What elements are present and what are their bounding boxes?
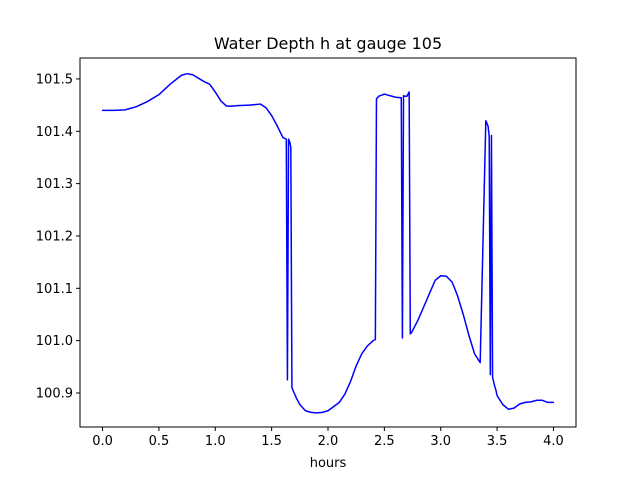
series-line-1 xyxy=(101,72,555,414)
y-tick-label: 101.3 xyxy=(36,177,73,192)
y-tick-label: 101.1 xyxy=(36,282,73,297)
x-axis: 0.0 0.5 1.0 1.5 2.0 2.5 3.0 3.5 4.0 xyxy=(92,427,564,449)
y-tick-label: 101.2 xyxy=(36,229,73,244)
x-tick-label: 0.5 xyxy=(149,434,170,449)
y-tick-label: 100.9 xyxy=(36,386,73,401)
x-tick-label: 1.5 xyxy=(261,434,282,449)
x-tick-label: 3.5 xyxy=(487,434,508,449)
y-tick-label: 101.0 xyxy=(36,334,73,349)
x-tick-label: 3.0 xyxy=(430,434,451,449)
x-tick-label: 1.0 xyxy=(205,434,226,449)
x-axis-label: hours xyxy=(310,456,347,471)
chart-title: Water Depth h at gauge 105 xyxy=(214,34,442,53)
x-tick-label: 0.0 xyxy=(92,434,113,449)
x-tick-label: 2.5 xyxy=(374,434,395,449)
plot-area xyxy=(79,57,577,428)
y-axis: 100.9 101.0 101.1 101.2 101.3 101.4 101.5 xyxy=(36,72,80,401)
y-tick-label: 101.4 xyxy=(36,125,73,140)
plot-frame xyxy=(79,57,577,428)
y-tick-label: 101.5 xyxy=(36,72,73,87)
x-tick-label: 2.0 xyxy=(318,434,339,449)
x-tick-label: 4.0 xyxy=(543,434,564,449)
